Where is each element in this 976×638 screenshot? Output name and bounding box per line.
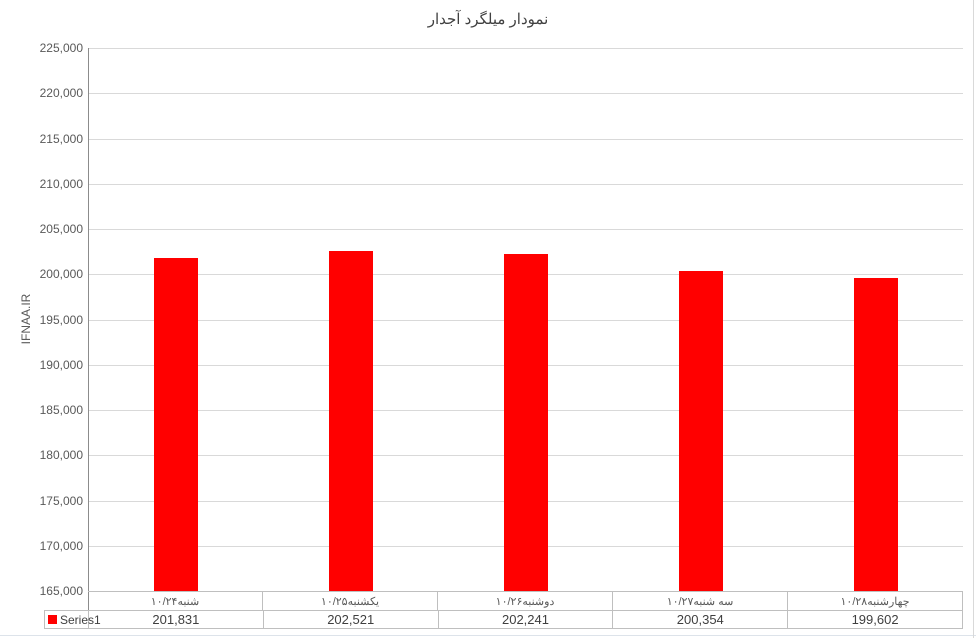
- gridline: [88, 183, 963, 185]
- gridline: [88, 93, 963, 95]
- category-label-5: چهارشنبه۱۰/۲۸: [788, 592, 963, 610]
- bar-series1-1[interactable]: [153, 257, 198, 591]
- y-tick-label: 170,000: [39, 538, 83, 553]
- data-table-value-3: 202,241: [439, 611, 614, 628]
- y-tick-label: 210,000: [39, 176, 83, 191]
- y-tick-label: 215,000: [39, 131, 83, 146]
- y-tick-label: 180,000: [39, 448, 83, 463]
- data-table-row: Series1 201,831 202,521 202,241 200,354 199,…: [44, 610, 963, 629]
- series-legend-label: Series1: [60, 612, 101, 627]
- data-table-value-4: 200,354: [613, 611, 789, 628]
- chart-bottom-border: [0, 635, 976, 636]
- legend-cell: Series1: [45, 611, 101, 628]
- y-tick-label: 185,000: [39, 403, 83, 417]
- bar-series1-4[interactable]: [678, 271, 723, 591]
- data-table-value-5: 199,602: [788, 611, 963, 628]
- chart-title: نمودار میلگرد آجدار: [427, 11, 549, 28]
- category-label-1: شنبه۱۰/۲۴: [88, 592, 263, 610]
- category-label-4: سه شنبه۱۰/۲۷: [613, 592, 788, 610]
- gridline: [88, 229, 963, 230]
- y-tick-label: 200,000: [39, 267, 83, 282]
- plot-area: [88, 48, 963, 591]
- bar-series1-2[interactable]: [328, 251, 373, 591]
- y-tick-label: 205,000: [39, 222, 83, 236]
- y-tick-label: 165,000: [39, 584, 83, 598]
- data-table-value-1: 201,831: [89, 611, 264, 628]
- data-table-value-2: 202,521: [264, 611, 439, 628]
- y-tick-label: 195,000: [39, 312, 83, 327]
- y-tick-label: 220,000: [39, 86, 83, 101]
- y-tick-label: 190,000: [39, 357, 83, 372]
- y-tick-label: 225,000: [39, 41, 83, 55]
- bar-series1-5[interactable]: [853, 277, 898, 591]
- chart-right-border: [973, 0, 974, 638]
- gridline: [88, 48, 963, 49]
- bar-series1-3[interactable]: [503, 253, 548, 591]
- y-axis-line: [88, 48, 89, 629]
- y-tick-label: 175,000: [39, 493, 83, 508]
- gridline: [88, 138, 963, 140]
- category-label-3: دوشنبه۱۰/۲۶: [438, 592, 613, 610]
- category-axis-row: شنبه۱۰/۲۴ یکشنبه۱۰/۲۵ دوشنبه۱۰/۲۶ سه شنبه۱۰…: [88, 591, 963, 610]
- series-legend-marker: [48, 615, 57, 624]
- category-label-2: یکشنبه۱۰/۲۵: [263, 592, 438, 610]
